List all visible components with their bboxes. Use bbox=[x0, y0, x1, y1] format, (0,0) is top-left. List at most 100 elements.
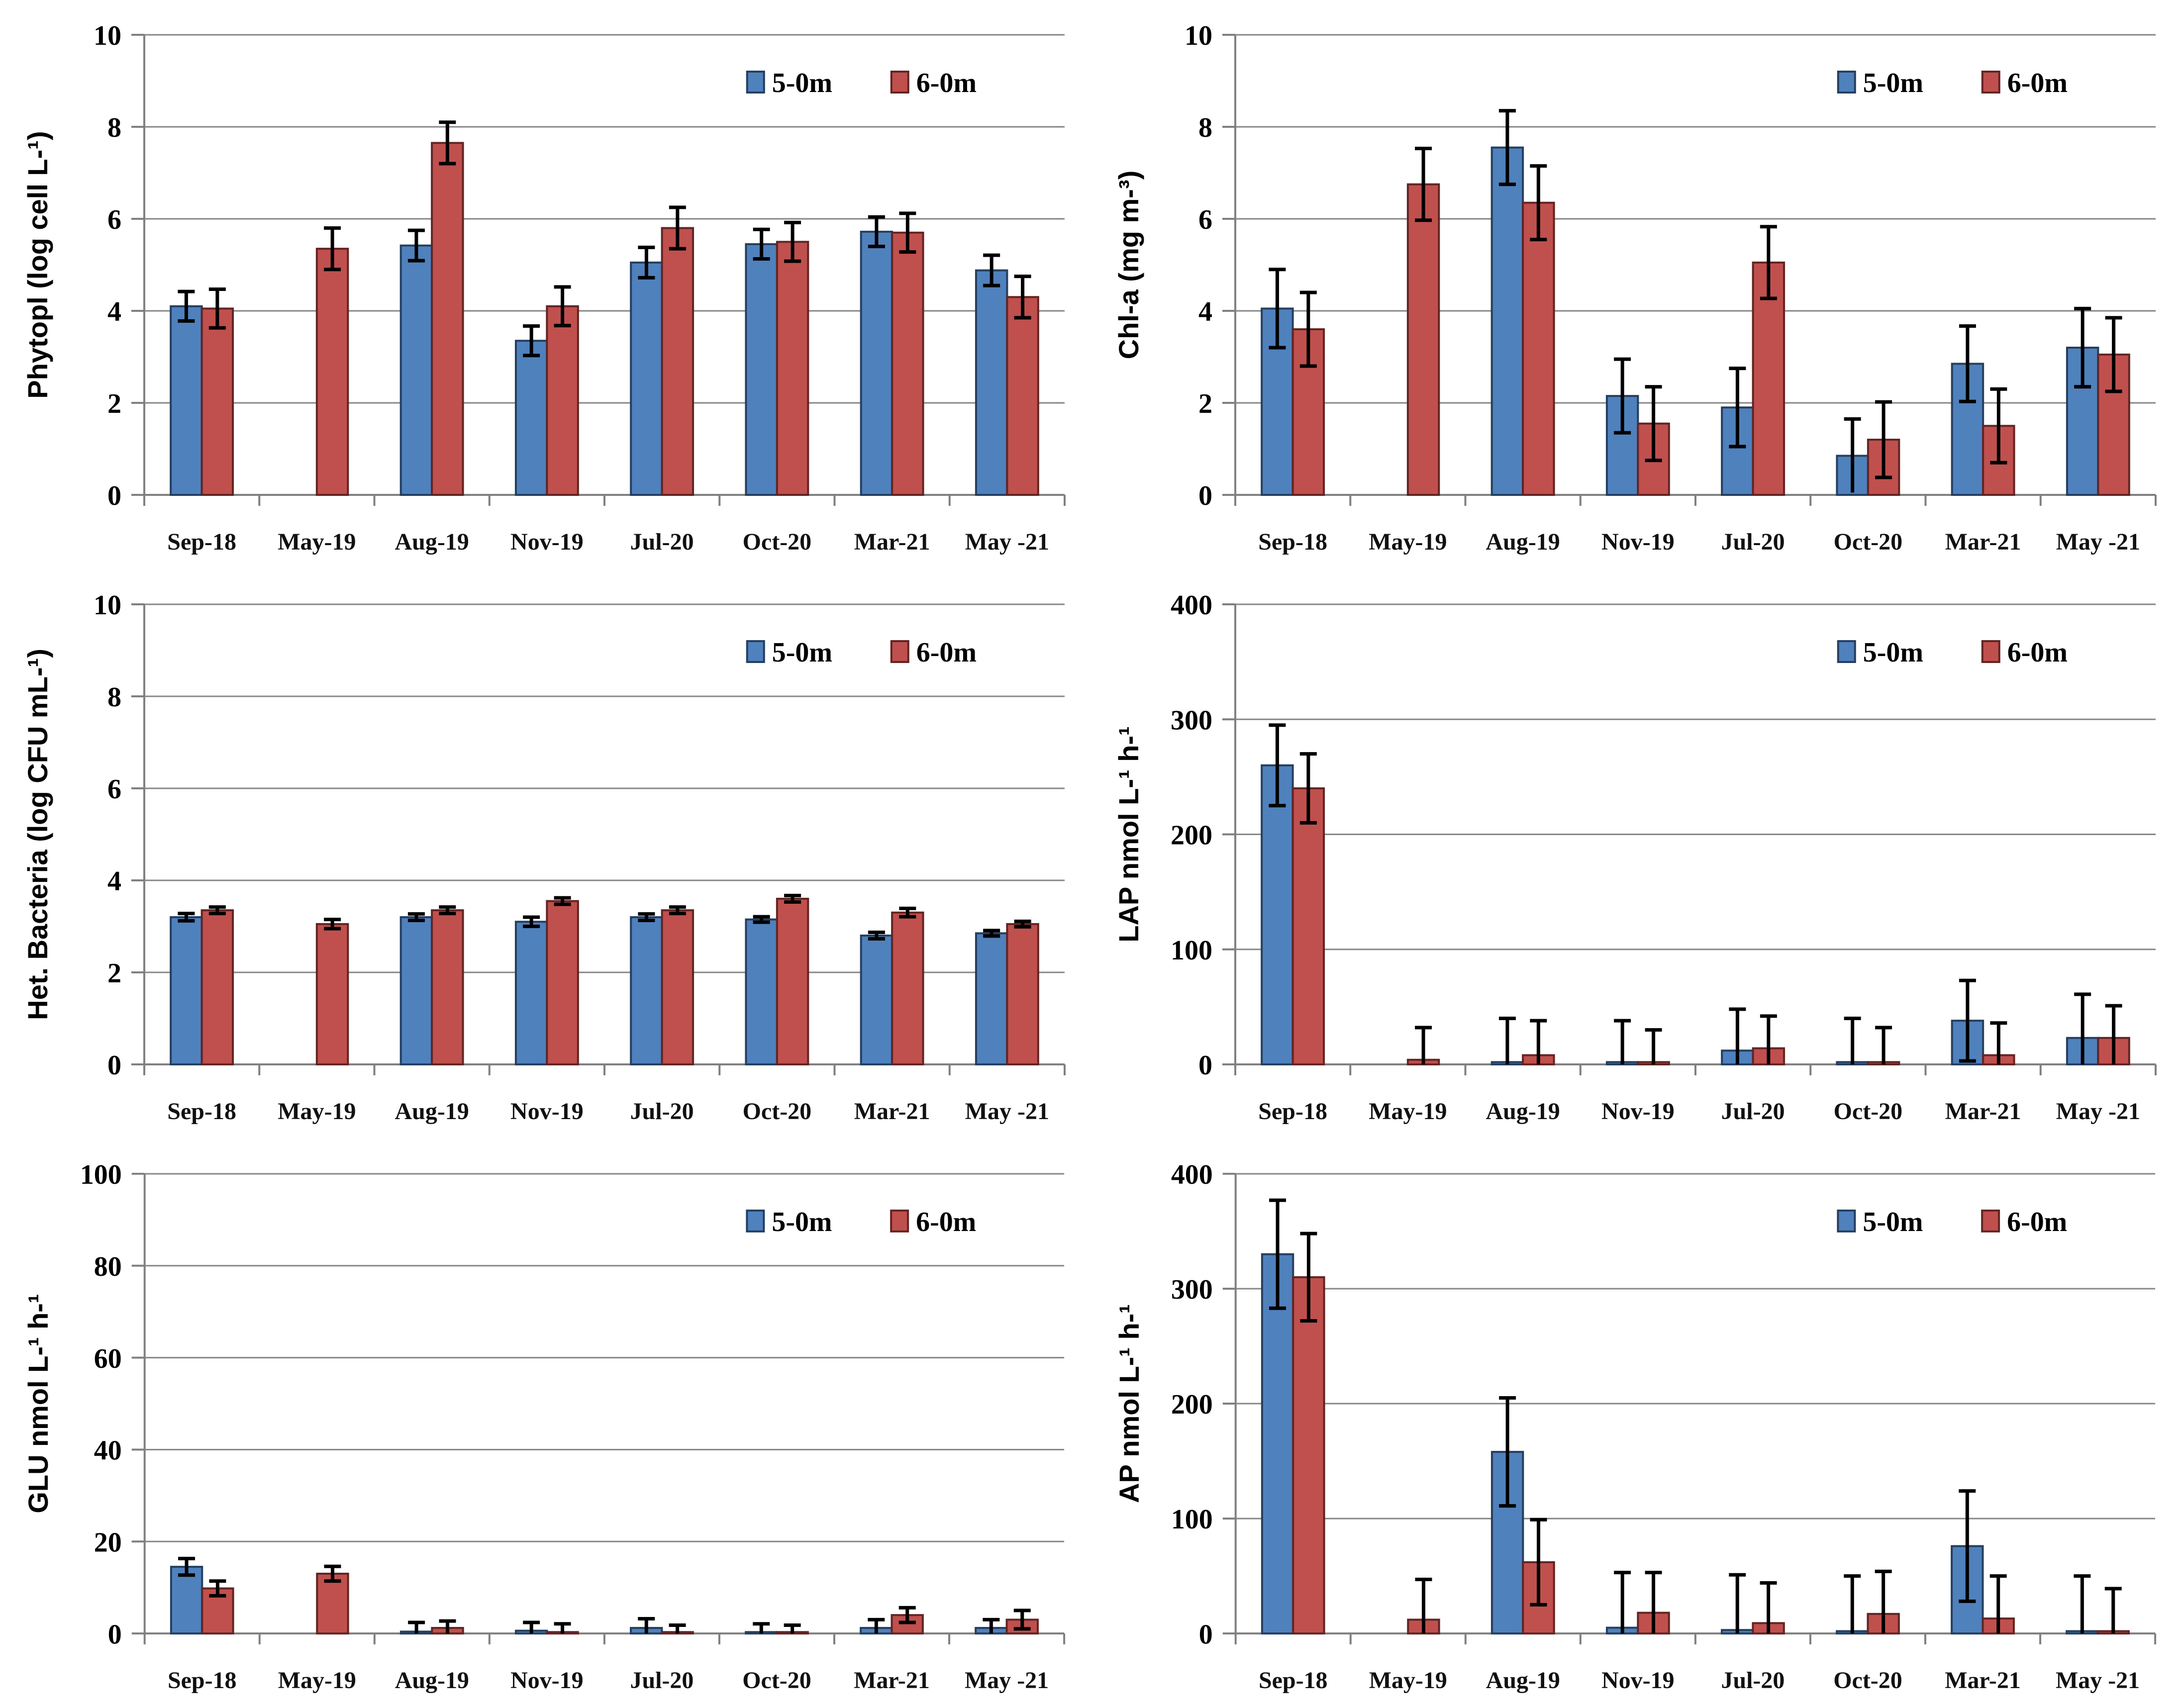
x-category-label: Jul-20 bbox=[1721, 1098, 1785, 1125]
chart-lap: 0 100 200 300 400 Sep-18 May-19 Aug-19 Nov-19 Jul… bbox=[1113, 590, 2157, 1125]
x-category-label: Sep-18 bbox=[167, 1098, 236, 1125]
y-tick-label: 2 bbox=[1198, 388, 1212, 419]
y-tick-label: 40 bbox=[94, 1435, 122, 1466]
x-category-label: Jul-20 bbox=[1721, 529, 1785, 555]
legend-label-5-0m: 5-0m bbox=[1863, 637, 1923, 668]
bar-6-0m bbox=[431, 909, 464, 1065]
bar-6-0m bbox=[1522, 201, 1555, 496]
legend-label-6-0m: 6-0m bbox=[916, 1207, 976, 1237]
y-axis-title: AP nmol L-¹ h-¹ bbox=[1113, 1304, 1145, 1503]
bar-5-0m bbox=[1490, 146, 1524, 496]
y-tick-label: 0 bbox=[1198, 480, 1212, 511]
y-tick-label: 400 bbox=[1171, 1159, 1213, 1190]
legend-label-6-0m: 6-0m bbox=[2007, 1207, 2067, 1237]
x-category-label: Aug-19 bbox=[1486, 529, 1560, 555]
x-category-label: Aug-19 bbox=[395, 529, 469, 555]
x-category-label: Sep-18 bbox=[1259, 1667, 1328, 1694]
x-category-label: May-19 bbox=[1369, 1098, 1447, 1125]
bar-5-0m bbox=[170, 916, 203, 1065]
panel-het-bacteria: 0 2 4 6 8 10 Sep-18 May-19 Aug-19 Nov-19 Jul-20 Oct… bbox=[0, 569, 1091, 1139]
bar-6-0m bbox=[315, 923, 349, 1065]
y-tick-label: 300 bbox=[1171, 1274, 1213, 1305]
y-axis-title: LAP nmol L-¹ h-¹ bbox=[1113, 726, 1144, 942]
x-category-label: Nov-19 bbox=[510, 1667, 583, 1694]
bar-6-0m bbox=[201, 1587, 234, 1635]
bar-6-0m bbox=[776, 898, 809, 1065]
bar-5-0m bbox=[630, 261, 663, 496]
y-axis-title: Phytopl (log cell L-¹) bbox=[22, 131, 53, 398]
x-category-label: Aug-19 bbox=[1486, 1667, 1560, 1694]
x-category-label: Sep-18 bbox=[168, 1667, 237, 1694]
x-category-label: Oct-20 bbox=[1834, 1098, 1903, 1125]
panel-lap: 0 100 200 300 400 Sep-18 May-19 Aug-19 Nov-19 Jul… bbox=[1091, 569, 2182, 1139]
y-tick-label: 8 bbox=[107, 112, 121, 143]
x-category-label: Mar-21 bbox=[854, 529, 930, 555]
y-tick-label: 100 bbox=[1171, 935, 1212, 966]
legend-swatch-5-0m bbox=[746, 1209, 765, 1233]
chart-glu: 0 20 40 60 80 100 Sep-18 May-19 Aug-19 Nov-19 Jul-… bbox=[22, 1159, 1066, 1694]
y-tick-label: 10 bbox=[94, 20, 121, 51]
legend-swatch-5-0m bbox=[1837, 640, 1856, 663]
chart-phytopl: 0 2 4 6 8 10 Sep-18 May-19 Aug-19 Nov-19 Jul-20 Oct… bbox=[22, 20, 1066, 555]
x-category-label: Mar-21 bbox=[1945, 1667, 2021, 1694]
x-category-label: May-19 bbox=[1369, 1667, 1447, 1694]
y-tick-label: 20 bbox=[94, 1527, 122, 1558]
y-tick-label: 4 bbox=[107, 866, 121, 897]
chart-ap: 0 100 200 300 400 Sep-18 May-19 Aug-19 Nov-19 Jul… bbox=[1113, 1159, 2157, 1694]
y-tick-label: 10 bbox=[94, 590, 121, 621]
bar-6-0m bbox=[1006, 296, 1039, 496]
x-category-label: May -21 bbox=[2056, 529, 2140, 555]
bar-6-0m bbox=[316, 1572, 349, 1635]
x-category-label: Nov-19 bbox=[510, 1098, 584, 1125]
x-category-label: Aug-19 bbox=[1486, 1098, 1560, 1125]
x-category-label: Nov-19 bbox=[1601, 1667, 1674, 1694]
bar-6-0m bbox=[546, 305, 579, 496]
x-category-label: May -21 bbox=[965, 529, 1049, 555]
y-tick-label: 300 bbox=[1171, 705, 1212, 736]
bar-6-0m bbox=[1292, 1276, 1325, 1635]
x-category-label: Oct-20 bbox=[1833, 1667, 1902, 1694]
legend-swatch-5-0m bbox=[746, 71, 765, 94]
y-tick-label: 200 bbox=[1171, 1389, 1213, 1420]
bar-5-0m bbox=[514, 921, 548, 1065]
chart-het-bacteria: 0 2 4 6 8 10 Sep-18 May-19 Aug-19 Nov-19 Jul-20 Oct… bbox=[22, 590, 1066, 1125]
y-axis-title: Het. Bacteria (log CFU mL-¹) bbox=[22, 649, 53, 1020]
y-tick-label: 6 bbox=[107, 774, 121, 805]
legend-swatch-6-0m bbox=[1981, 71, 2000, 94]
legend-label-6-0m: 6-0m bbox=[2007, 68, 2068, 98]
legend-swatch-6-0m bbox=[1981, 640, 2000, 663]
panel-glu: 0 20 40 60 80 100 Sep-18 May-19 Aug-19 Nov-19 Jul-… bbox=[0, 1139, 1091, 1708]
y-tick-label: 10 bbox=[1185, 20, 1212, 51]
x-category-label: Oct-20 bbox=[742, 1667, 811, 1694]
bar-6-0m bbox=[776, 241, 809, 496]
bar-5-0m bbox=[975, 932, 1008, 1065]
y-tick-label: 0 bbox=[1198, 1050, 1212, 1081]
bar-6-0m bbox=[661, 227, 694, 496]
y-tick-label: 6 bbox=[107, 204, 121, 235]
x-category-label: May-19 bbox=[278, 1098, 356, 1125]
y-tick-label: 4 bbox=[107, 296, 121, 327]
bar-5-0m bbox=[514, 340, 548, 496]
legend-swatch-5-0m bbox=[1837, 1209, 1856, 1233]
legend-swatch-6-0m bbox=[890, 640, 909, 663]
x-category-label: Sep-18 bbox=[167, 529, 236, 555]
panel-phytopl: 0 2 4 6 8 10 Sep-18 May-19 Aug-19 Nov-19 Jul-20 Oct… bbox=[0, 0, 1091, 569]
y-tick-label: 60 bbox=[94, 1343, 122, 1374]
x-category-label: Oct-20 bbox=[743, 529, 812, 555]
y-tick-label: 0 bbox=[107, 1050, 121, 1081]
x-category-label: Jul-20 bbox=[1721, 1667, 1785, 1694]
x-category-label: May-19 bbox=[278, 529, 356, 555]
legend-label-6-0m: 6-0m bbox=[916, 68, 977, 98]
bar-6-0m bbox=[1006, 923, 1039, 1065]
bar-6-0m bbox=[200, 307, 234, 496]
bar-6-0m bbox=[661, 909, 694, 1065]
bar-5-0m bbox=[630, 916, 663, 1065]
bar-5-0m bbox=[860, 230, 893, 496]
legend-label-6-0m: 6-0m bbox=[916, 637, 977, 668]
legend-label-5-0m: 5-0m bbox=[772, 1207, 832, 1237]
legend-label-5-0m: 5-0m bbox=[1863, 68, 1923, 98]
legend-swatch-5-0m bbox=[746, 640, 765, 663]
panel-ap: 0 100 200 300 400 Sep-18 May-19 Aug-19 Nov-19 Jul… bbox=[1091, 1139, 2182, 1708]
bar-5-0m bbox=[399, 244, 433, 496]
x-category-label: Oct-20 bbox=[1834, 529, 1903, 555]
